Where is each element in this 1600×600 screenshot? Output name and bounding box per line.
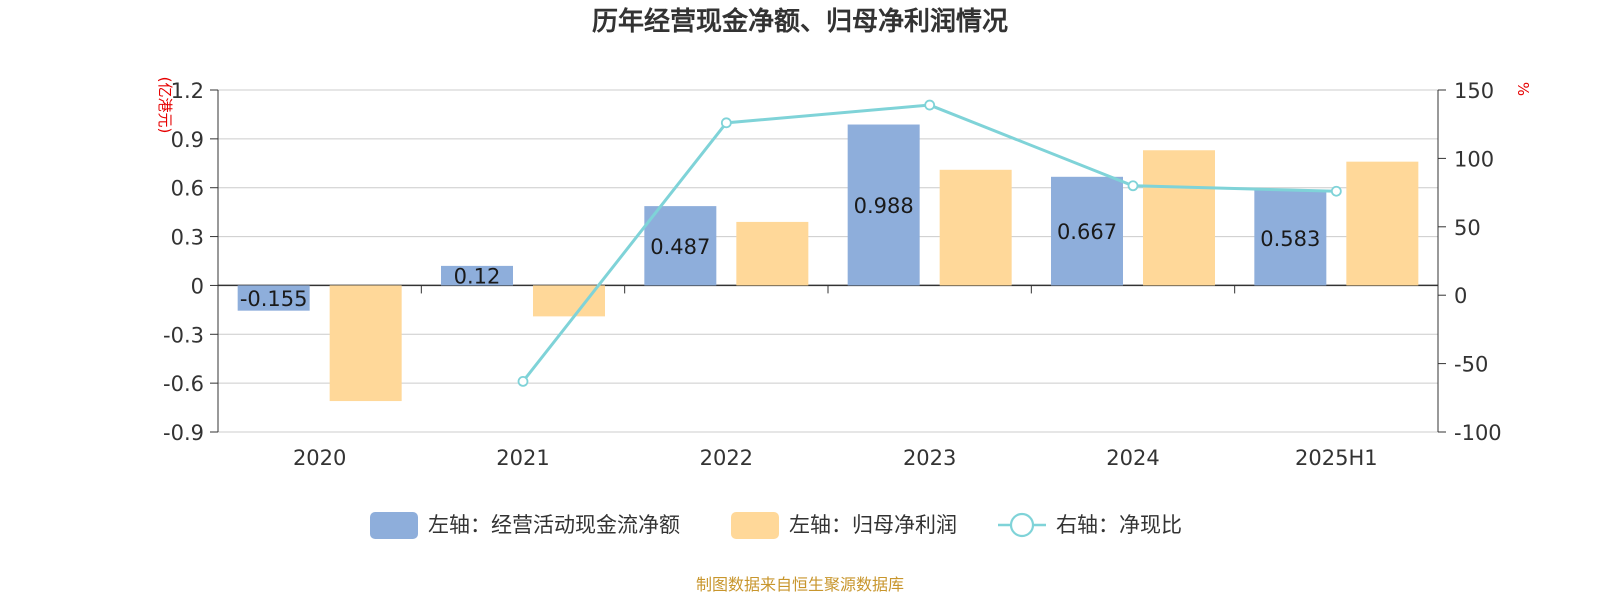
x-tick-label: 2024 xyxy=(1106,446,1159,470)
right-tick-label: 100 xyxy=(1454,147,1494,171)
chart-title: 历年经营现金净额、归母净利润情况 xyxy=(592,6,1008,37)
bar-value-label: -0.155 xyxy=(240,287,308,311)
right-tick-label: 0 xyxy=(1454,284,1467,308)
axes: 1.2 0.9 0.6 0.3 0 -0.3 -0.6 -0.9 150 100 50 0 -50 -10… xyxy=(156,77,1532,470)
bar-labels: -0.155 0.12 0.487 0.988 0.667 0.583 xyxy=(240,194,1321,311)
bar-value-label: 0.988 xyxy=(854,194,914,218)
legend-swatch-net-profit[interactable] xyxy=(731,512,779,539)
cashflow-bar[interactable] xyxy=(1254,190,1327,286)
right-tick-label: 150 xyxy=(1454,79,1494,103)
legend-swatch-ratio-marker[interactable] xyxy=(1009,512,1035,538)
left-unit-label: (亿港元) xyxy=(156,77,174,134)
net-profit-bar[interactable] xyxy=(1346,161,1419,286)
bar-value-label: 0.583 xyxy=(1260,227,1320,251)
legend-swatch-cashflow[interactable] xyxy=(370,512,418,539)
ratio-point[interactable] xyxy=(1127,180,1139,192)
right-unit-label: % xyxy=(1514,82,1532,96)
bar-value-label: 0.12 xyxy=(454,265,501,289)
legend-label-cashflow[interactable]: 左轴：经营活动现金流净额 xyxy=(428,513,680,537)
x-tick-label: 2021 xyxy=(496,446,549,470)
ratio-point[interactable] xyxy=(924,99,936,111)
left-tick-label: -0.6 xyxy=(163,372,204,396)
x-tick-label: 2020 xyxy=(293,446,346,470)
cashflow-bar[interactable] xyxy=(1051,176,1123,286)
x-tick-label: 2023 xyxy=(903,446,956,470)
left-tick-label: 1.2 xyxy=(171,79,204,103)
left-tick-label: 0.6 xyxy=(171,177,204,201)
net-profit-bar[interactable] xyxy=(329,285,402,402)
left-tick-label: -0.3 xyxy=(163,323,204,347)
ratio-point[interactable] xyxy=(517,375,529,387)
net-profit-bar[interactable] xyxy=(939,169,1012,286)
x-tick-label: 2022 xyxy=(700,446,753,470)
ratio-point[interactable] xyxy=(720,117,732,129)
bars xyxy=(237,124,1419,402)
source-note: 制图数据来自恒生聚源数据库 xyxy=(696,575,904,594)
legend[interactable]: 左轴：经营活动现金流净额 左轴：归母净利润 右轴：净现比 xyxy=(370,512,1182,539)
left-tick-label: 0.9 xyxy=(171,128,204,152)
cashflow-bar[interactable] xyxy=(644,206,717,286)
ratio-line xyxy=(517,99,1342,387)
left-tick-label: -0.9 xyxy=(163,421,204,445)
x-tick-label: 2025H1 xyxy=(1295,446,1378,470)
left-tick-label: 0 xyxy=(191,274,204,298)
legend-label-ratio[interactable]: 右轴：净现比 xyxy=(1056,513,1182,537)
net-profit-bar[interactable] xyxy=(1143,150,1215,286)
ratio-point[interactable] xyxy=(1330,185,1342,197)
right-tick-label: -100 xyxy=(1454,421,1502,445)
cashflow-bar[interactable] xyxy=(847,124,920,286)
bar-value-label: 0.667 xyxy=(1057,220,1117,244)
cashflow-bar[interactable] xyxy=(441,265,513,286)
right-tick-label: 50 xyxy=(1454,216,1481,240)
left-tick-label: 0.3 xyxy=(171,226,204,250)
cashflow-bar[interactable] xyxy=(237,285,310,311)
legend-label-net-profit[interactable]: 左轴：归母净利润 xyxy=(789,513,957,537)
right-tick-label: -50 xyxy=(1454,353,1488,377)
bar-value-label: 0.487 xyxy=(650,235,710,259)
net-profit-bar[interactable] xyxy=(736,221,809,286)
